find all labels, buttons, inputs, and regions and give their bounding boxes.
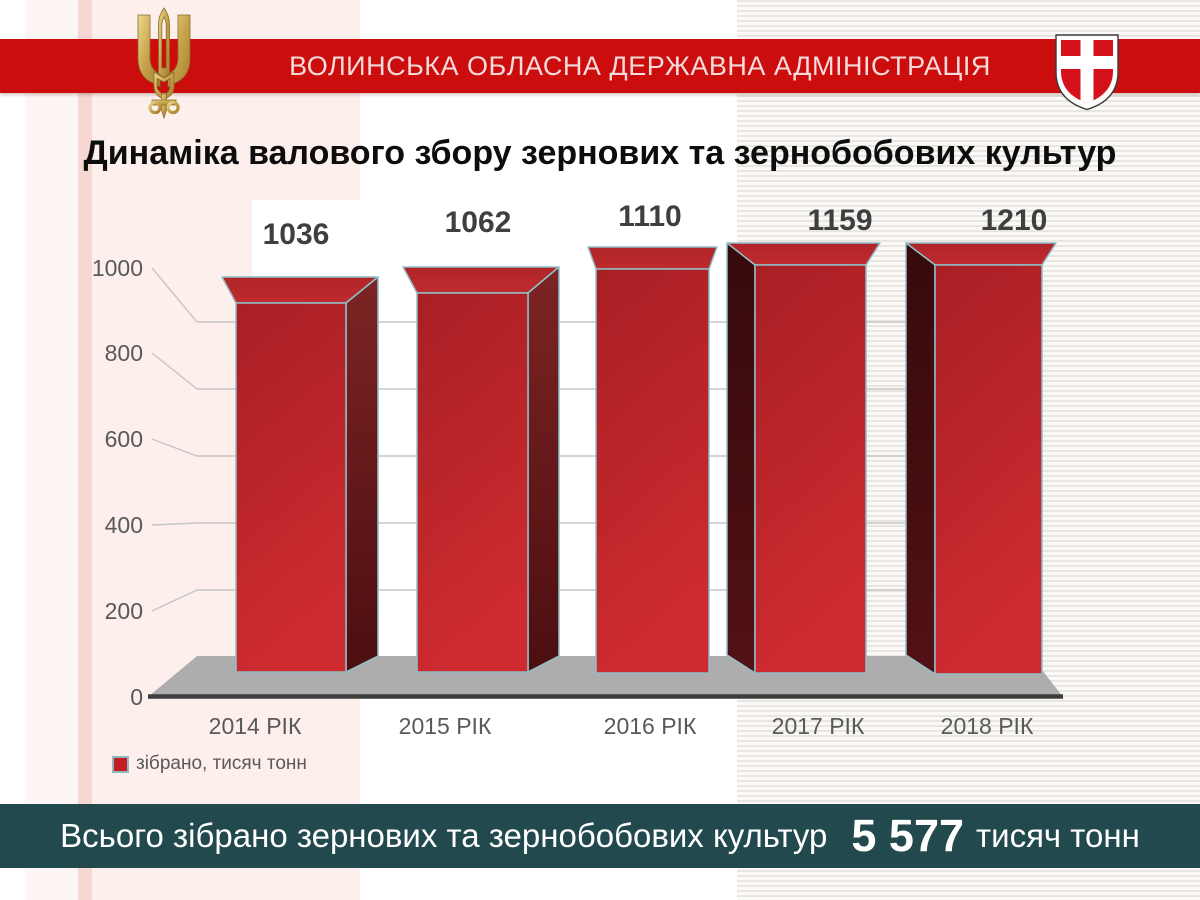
value-label-2015: 1062 bbox=[444, 206, 512, 239]
value-label-2017: 1159 bbox=[807, 204, 873, 237]
x-axis-label-2017: 2017 РІК bbox=[771, 713, 865, 739]
x-axis-label-2015: 2015 РІК bbox=[398, 713, 492, 739]
bar-2016 bbox=[587, 246, 718, 674]
footer-text: Всього зібрано зернових та зернобобових … bbox=[60, 817, 828, 854]
volyn-coat-of-arms-icon bbox=[1055, 34, 1119, 111]
bar-2014 bbox=[221, 276, 379, 673]
legend-swatch bbox=[112, 755, 129, 773]
header-banner bbox=[0, 39, 1200, 93]
y-axis-tick-800: 800 bbox=[104, 340, 143, 366]
organization-title: ВОЛИНСЬКА ОБЛАСНА ДЕРЖАВНА АДМІНІСТРАЦІЯ bbox=[289, 50, 991, 81]
bar-2017 bbox=[726, 242, 881, 674]
y-axis-tick-600: 600 bbox=[104, 426, 143, 452]
legend: зібрано, тисяч тонн bbox=[112, 753, 307, 775]
legend-label: зібрано, тисяч тонн bbox=[136, 753, 307, 774]
y-axis-tick-1000: 1000 bbox=[91, 255, 143, 281]
value-label-2016: 1110 bbox=[618, 200, 682, 233]
footer-total: 5 577 bbox=[851, 810, 965, 861]
value-label-2014: 1036 bbox=[262, 218, 330, 251]
page-title: Динаміка валового збору зернових та зерн… bbox=[83, 134, 1117, 172]
ukraine-trident-icon bbox=[137, 7, 191, 120]
background-pink-stripe bbox=[78, 0, 92, 900]
bar-2015 bbox=[402, 266, 560, 673]
y-axis-tick-0: 0 bbox=[130, 684, 143, 710]
footer-banner: Всього зібрано зернових та зернобобових … bbox=[0, 804, 1200, 868]
background-pink-soft-band bbox=[25, 0, 78, 900]
x-axis-label-2018: 2018 РІК bbox=[940, 713, 1034, 739]
y-axis-tick-400: 400 bbox=[104, 512, 143, 538]
footer-units: тисяч тонн bbox=[976, 817, 1140, 854]
y-axis-tick-200: 200 bbox=[104, 598, 143, 624]
x-axis-label-2014: 2014 РІК bbox=[208, 713, 302, 739]
value-label-2018: 1210 bbox=[980, 204, 1048, 237]
x-axis-label-2016: 2016 РІК bbox=[603, 713, 697, 739]
bar-2018 bbox=[905, 242, 1057, 675]
